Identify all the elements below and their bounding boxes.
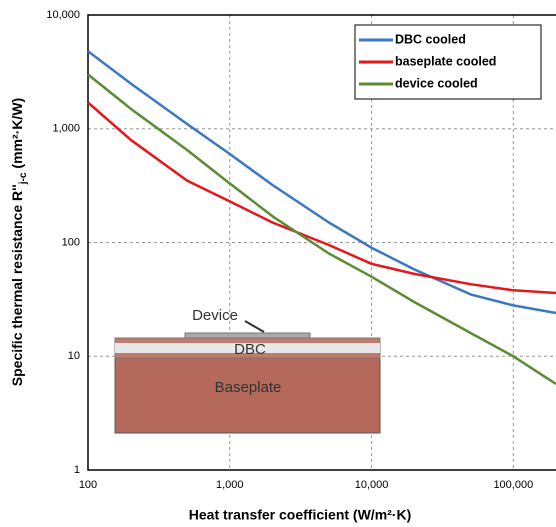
x-tick-label: 10,000: [355, 479, 389, 491]
annotation: Device: [192, 307, 238, 324]
y-label-main: Specific thermal resistance R'': [9, 184, 25, 386]
annotation: Baseplate: [215, 379, 282, 396]
y-label-sub: j-c: [18, 172, 29, 185]
legend-label: device cooled: [395, 76, 478, 90]
x-axis-label: Heat transfer coefficient (W/m²·K): [189, 507, 411, 523]
y-tick-label: 10: [68, 350, 80, 362]
y-label-unit: (mm²·K/W): [9, 98, 25, 169]
y-tick-label: 10,000: [46, 9, 80, 21]
annotation: DBC: [234, 341, 266, 358]
legend-label: baseplate cooled: [395, 54, 496, 68]
x-tick-label: 100,000: [493, 479, 533, 491]
y-tick-label: 1,000: [52, 123, 80, 135]
inset-diagram: Device DBC Baseplate: [115, 307, 380, 433]
y-axis-label: Specific thermal resistance R''j-c (mm²·K…: [9, 98, 29, 386]
legend-label: DBC cooled: [395, 32, 466, 46]
series-line: [88, 103, 556, 294]
device-shape: [185, 333, 310, 338]
x-tick-label: 100: [79, 479, 97, 491]
chart: Device DBC Baseplate Heat transfer coeff…: [0, 0, 556, 527]
x-tick-label: 1,000: [216, 479, 244, 491]
y-tick-label: 1: [74, 464, 80, 476]
device-arrow: [245, 321, 264, 332]
y-tick-label: 100: [62, 236, 80, 248]
